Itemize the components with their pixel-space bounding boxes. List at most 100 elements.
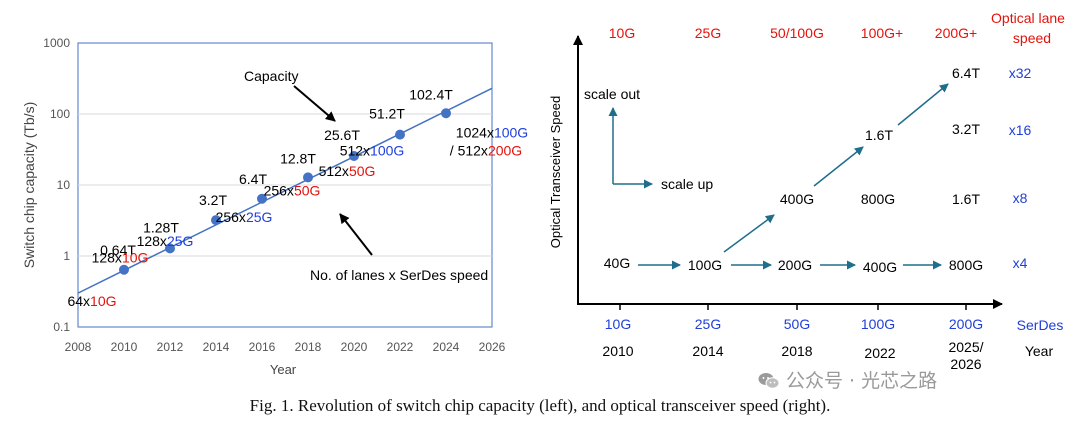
data-point bbox=[441, 108, 451, 119]
data-point bbox=[165, 243, 175, 254]
x-tick-labels: 2008 2010 2012 2014 2016 2018 2020 2022 2024 2026 bbox=[65, 340, 506, 354]
year-2014: 2014 bbox=[692, 343, 723, 359]
capacity-arrow bbox=[293, 85, 336, 122]
y-tick-label: 0.1 bbox=[53, 320, 70, 334]
y-tick-label: 10 bbox=[57, 178, 71, 192]
lane-config-label: 128x25G bbox=[137, 233, 194, 249]
multiplier-x16: x16 bbox=[1009, 122, 1032, 138]
x-tick-label: 2026 bbox=[479, 340, 506, 354]
data-point bbox=[395, 129, 405, 140]
serdes-2025: 200G bbox=[949, 316, 983, 332]
x-tick-label: 2012 bbox=[157, 340, 184, 354]
capacity-label: 6.4T bbox=[239, 171, 267, 187]
multiplier-x8: x8 bbox=[1013, 190, 1028, 206]
config-segment: 256x bbox=[216, 209, 246, 225]
serdes-2010: 10G bbox=[605, 316, 631, 332]
lane-config-label: 1024x100G bbox=[456, 124, 528, 140]
lane-config-label: 256x50G bbox=[264, 182, 321, 198]
watermark: 公众号 · 光芯之路 bbox=[758, 366, 937, 393]
node-100g: 100G bbox=[688, 257, 722, 273]
serdes-2022: 100G bbox=[861, 316, 895, 332]
data-point bbox=[211, 215, 221, 226]
flow-arrow-diag bbox=[723, 214, 775, 253]
capacity-label: 1.28T bbox=[143, 219, 179, 235]
node-800g-mid: 800G bbox=[861, 191, 895, 207]
scale-up-label: scale up bbox=[661, 176, 713, 192]
capacity-label: 3.2T bbox=[199, 192, 227, 208]
y-tick-label: 100 bbox=[50, 107, 70, 121]
config-segment: 25G bbox=[167, 233, 193, 249]
config-segment: 256x bbox=[264, 182, 294, 198]
optical-speed-2018: 50/100G bbox=[770, 25, 824, 41]
x-tick-label: 2020 bbox=[341, 340, 368, 354]
year-2026: 2026 bbox=[950, 356, 981, 372]
config-segment: 1024x bbox=[456, 124, 494, 140]
figure-caption: Fig. 1. Revolution of switch chip capaci… bbox=[249, 396, 831, 415]
wechat-icon bbox=[758, 373, 780, 389]
config-segment: 512x bbox=[319, 163, 349, 179]
y-axis-title: Switch chip capacity (Tb/s) bbox=[21, 102, 37, 269]
x-axis-title: Year bbox=[270, 362, 297, 377]
node-200g: 200G bbox=[778, 257, 812, 273]
y-tick-label: 1 bbox=[63, 249, 70, 263]
capacity-label: 12.8T bbox=[280, 150, 316, 166]
node-400g-mid: 400G bbox=[780, 191, 814, 207]
x-tick-label: 2018 bbox=[295, 340, 322, 354]
node-800g-bottom: 800G bbox=[949, 257, 983, 273]
flow-arrow-diag bbox=[813, 146, 864, 187]
node-1.6t-right: 1.6T bbox=[952, 191, 980, 207]
multiplier-x32: x32 bbox=[1009, 65, 1032, 81]
multiplier-x4: x4 bbox=[1013, 255, 1028, 271]
config-segment: 128x bbox=[92, 249, 122, 265]
year-2010: 2010 bbox=[602, 343, 633, 359]
x-tick-label: 2008 bbox=[65, 340, 92, 354]
data-point bbox=[303, 172, 313, 183]
lane-config-label: 256x25G bbox=[216, 209, 273, 225]
year-2022: 2022 bbox=[864, 345, 895, 361]
config-segment: 50G bbox=[349, 163, 375, 179]
trend-line bbox=[77, 87, 493, 294]
optical-speed-2010: 10G bbox=[609, 25, 635, 41]
lanes-annotation: No. of lanes x SerDes speed bbox=[310, 267, 488, 283]
optical-lane-title-2: speed bbox=[1013, 30, 1051, 46]
lane-config-label: 128x10G bbox=[92, 249, 149, 265]
x-tick-label: 2014 bbox=[203, 340, 230, 354]
x-tick-label: 2024 bbox=[433, 340, 460, 354]
node-6.4t: 6.4T bbox=[952, 65, 980, 81]
lane-config-label-alt: / 512x200G bbox=[450, 142, 522, 158]
right-diagram: Optical Transceiver Speed 10G 25G 50/100… bbox=[548, 10, 1065, 372]
data-points bbox=[119, 108, 451, 275]
node-40g: 40G bbox=[604, 255, 630, 271]
lanes-arrow bbox=[339, 213, 373, 256]
config-segment: 512x bbox=[340, 143, 370, 159]
node-1.6t: 1.6T bbox=[865, 127, 893, 143]
data-point bbox=[119, 264, 129, 275]
y-gridlines bbox=[78, 113, 492, 257]
year-2025: 2025/ bbox=[948, 339, 983, 355]
config-segment: 200G bbox=[488, 142, 522, 158]
scale-out-label: scale out bbox=[584, 86, 640, 102]
config-segment: 100G bbox=[494, 124, 528, 140]
config-segment: 64x bbox=[67, 293, 90, 309]
year-title: Year bbox=[1025, 343, 1054, 359]
capacity-label: 0.64T bbox=[100, 242, 136, 258]
serdes-2018: 50G bbox=[784, 316, 810, 332]
year-2018: 2018 bbox=[781, 343, 812, 359]
x-tick-label: 2022 bbox=[387, 340, 414, 354]
optical-lane-title-1: Optical lane bbox=[991, 10, 1065, 26]
config-segment: 10G bbox=[122, 249, 148, 265]
serdes-2014: 25G bbox=[695, 316, 721, 332]
optical-speed-2022: 100G+ bbox=[861, 25, 903, 41]
config-segment: / 512x bbox=[450, 142, 488, 158]
capacity-label: 51.2T bbox=[369, 106, 405, 122]
capacity-label: 25.6T bbox=[324, 127, 360, 143]
lane-config-label: 64x10G bbox=[67, 293, 116, 309]
capacity-annotation: Capacity bbox=[244, 68, 298, 84]
config-segment: 25G bbox=[246, 209, 272, 225]
y-tick-label: 1000 bbox=[43, 36, 70, 50]
config-segment: 128x bbox=[137, 233, 167, 249]
watermark-text: 公众号 · 光芯之路 bbox=[786, 370, 938, 392]
capacity-label: 102.4T bbox=[409, 86, 453, 102]
